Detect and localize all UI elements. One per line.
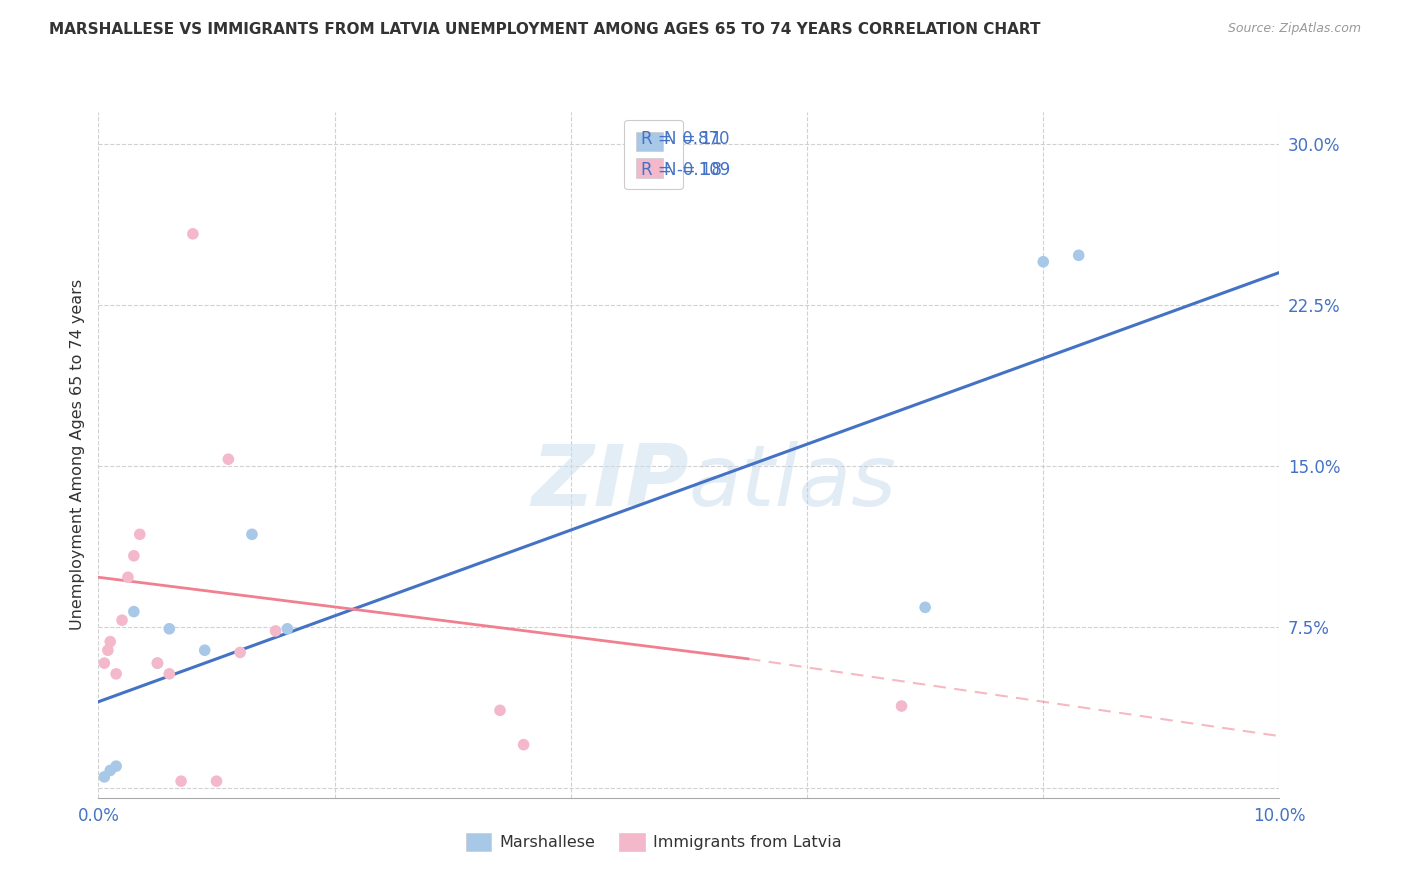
Point	[1032, 254, 1054, 268]
Legend: Marshallese, Immigrants from Latvia: Marshallese, Immigrants from Latvia	[458, 824, 849, 859]
Point	[157, 622, 180, 636]
Point	[146, 656, 169, 670]
Point	[489, 703, 512, 717]
Point	[181, 227, 204, 241]
Text: Source: ZipAtlas.com: Source: ZipAtlas.com	[1227, 22, 1361, 36]
Point	[264, 624, 287, 638]
Point	[240, 527, 263, 541]
Text: R = -0.109: R = -0.109	[641, 161, 730, 179]
Point	[93, 770, 115, 784]
Point	[512, 738, 534, 752]
Point	[217, 452, 239, 467]
Point	[98, 634, 121, 648]
Text: N = 18: N = 18	[664, 161, 723, 179]
Text: ZIP: ZIP	[531, 441, 689, 524]
Point	[117, 570, 139, 584]
Point	[146, 656, 169, 670]
Point	[194, 643, 217, 657]
Point	[276, 622, 298, 636]
Y-axis label: Unemployment Among Ages 65 to 74 years: Unemployment Among Ages 65 to 74 years	[69, 279, 84, 631]
Point	[1067, 248, 1090, 262]
Point	[122, 605, 145, 619]
Point	[111, 613, 134, 627]
Point	[128, 527, 150, 541]
Point	[93, 656, 115, 670]
Point	[229, 645, 252, 659]
Point	[205, 774, 228, 789]
Text: N = 11: N = 11	[664, 129, 723, 147]
Text: atlas: atlas	[689, 441, 897, 524]
Text: R =  0.870: R = 0.870	[641, 129, 730, 147]
Point	[914, 600, 936, 615]
Point	[122, 549, 145, 563]
Point	[157, 666, 180, 681]
Point	[170, 774, 193, 789]
Text: MARSHALLESE VS IMMIGRANTS FROM LATVIA UNEMPLOYMENT AMONG AGES 65 TO 74 YEARS COR: MARSHALLESE VS IMMIGRANTS FROM LATVIA UN…	[49, 22, 1040, 37]
Point	[105, 759, 128, 773]
Point	[890, 699, 912, 714]
Point	[105, 666, 128, 681]
Point	[98, 764, 121, 778]
Point	[97, 643, 120, 657]
